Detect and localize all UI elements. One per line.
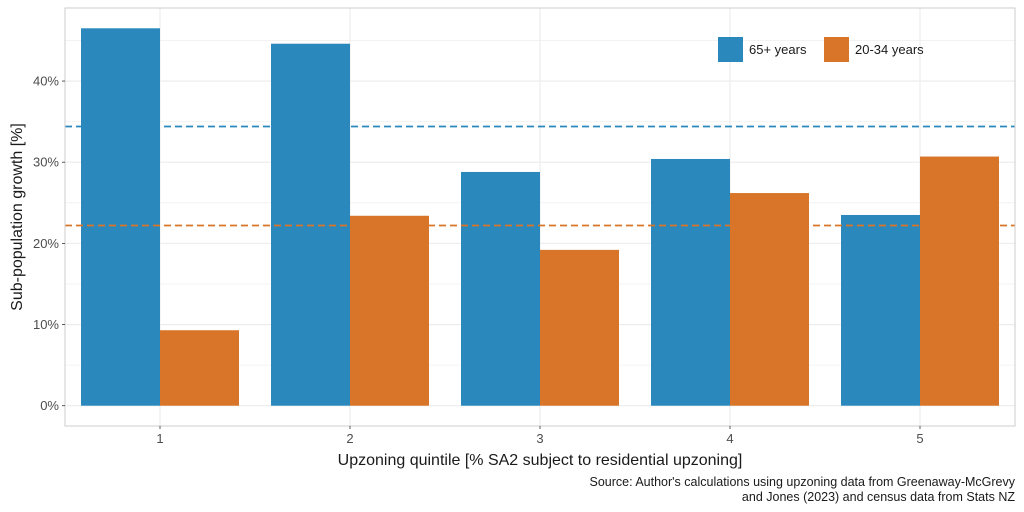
bar-20-34-q1: [160, 330, 239, 406]
bars: [81, 28, 999, 406]
bar-20-34-q2: [350, 215, 429, 406]
x-tick-label: 2: [346, 431, 353, 446]
y-axis-title: Sub-population growth [%]: [9, 123, 26, 311]
source-line-2: and Jones (2023) and census data from St…: [742, 490, 1015, 504]
x-tick-label: 3: [536, 431, 543, 446]
y-tick-label: 40%: [33, 74, 59, 89]
bar-65-plus-q1: [81, 28, 160, 406]
bar-65-plus-q4: [651, 158, 730, 406]
legend-key-20-34: [824, 37, 849, 62]
x-tick-label: 1: [156, 431, 163, 446]
reference-lines: [65, 125, 1015, 227]
bar-65-plus-q3: [461, 171, 540, 406]
source-line-1: Source: Author's calculations using upzo…: [589, 475, 1015, 489]
x-tick-label: 5: [916, 431, 923, 446]
y-tick-label: 0%: [40, 398, 59, 413]
bar-65-plus-q5: [841, 214, 920, 406]
legend-label-20-34: 20-34 years: [855, 42, 924, 57]
legend: 65+ years 20-34 years: [718, 37, 924, 62]
legend-label-65-plus: 65+ years: [749, 42, 807, 57]
bar-20-34-q3: [540, 249, 619, 406]
y-tick-label: 30%: [33, 155, 59, 170]
bar-20-34-q5: [920, 156, 999, 406]
y-tick-label: 20%: [33, 236, 59, 251]
x-axis-title: Upzoning quintile [% SA2 subject to resi…: [338, 452, 743, 469]
bar-20-34-q4: [730, 193, 809, 406]
y-tick-label: 10%: [33, 317, 59, 332]
x-axis-ticks: 1 2 3 4 5: [156, 426, 924, 446]
legend-key-65-plus: [718, 37, 743, 62]
y-axis-ticks: 0% 10% 20% 30% 40%: [33, 74, 65, 413]
x-tick-label: 4: [726, 431, 733, 446]
